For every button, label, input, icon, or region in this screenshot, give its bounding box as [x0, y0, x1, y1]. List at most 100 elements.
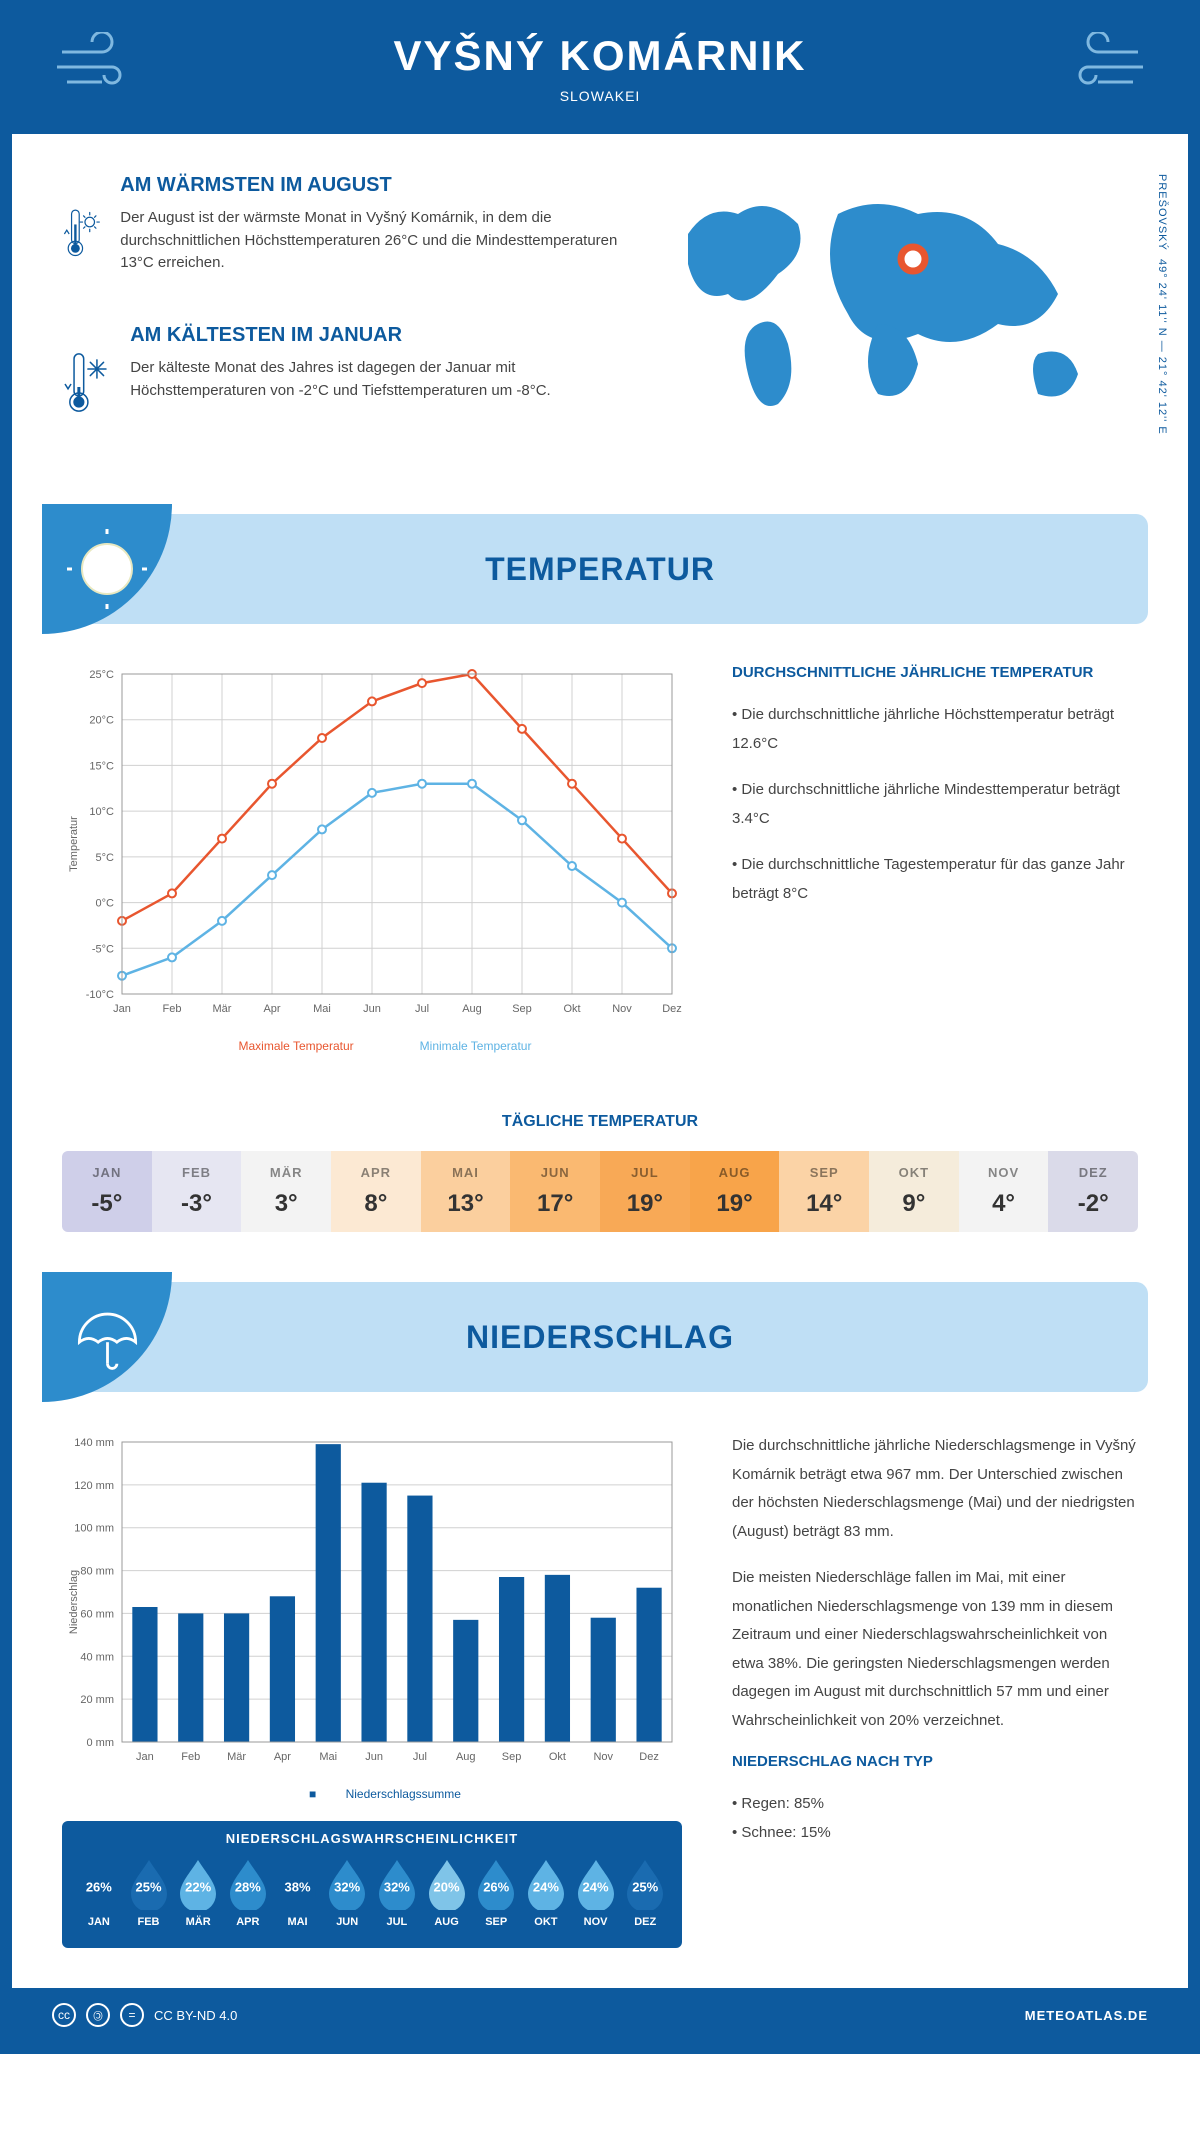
svg-text:Apr: Apr — [263, 1003, 280, 1015]
svg-text:Feb: Feb — [181, 1751, 200, 1763]
svg-text:0°C: 0°C — [96, 898, 115, 910]
svg-text:Jun: Jun — [363, 1003, 381, 1015]
svg-text:Jan: Jan — [136, 1751, 154, 1763]
probability-drop: 25%FEB — [127, 1858, 171, 1928]
svg-text:120 mm: 120 mm — [74, 1480, 114, 1492]
probability-drop: 20%AUG — [425, 1858, 469, 1928]
temp-cell: APR8° — [331, 1151, 421, 1232]
svg-text:Sep: Sep — [512, 1003, 532, 1015]
svg-text:20°C: 20°C — [89, 715, 114, 727]
svg-text:20 mm: 20 mm — [80, 1694, 114, 1706]
temperature-heading: TEMPERATUR — [485, 551, 715, 588]
svg-text:Dez: Dez — [639, 1751, 659, 1763]
precipitation-heading: NIEDERSCHLAG — [466, 1319, 734, 1356]
world-map: PREŠOVSKÝ 49° 24' 11'' N — 21° 42' 12'' … — [658, 174, 1138, 474]
svg-text:Okt: Okt — [563, 1003, 580, 1015]
svg-text:Mär: Mär — [213, 1003, 232, 1015]
svg-text:Jul: Jul — [415, 1003, 429, 1015]
temp-cell: OKT9° — [869, 1151, 959, 1232]
nd-icon: = — [120, 2003, 144, 2027]
coldest-text: Der kälteste Monat des Jahres ist dagege… — [130, 357, 618, 402]
temp-cell: MÄR3° — [241, 1151, 331, 1232]
temp-cell: JAN-5° — [62, 1151, 152, 1232]
temp-cell: SEP14° — [779, 1151, 869, 1232]
probability-drop: 28%APR — [226, 1858, 270, 1928]
cc-icon: cc — [52, 2003, 76, 2027]
page-footer: cc 🄯 = CC BY-ND 4.0 METEOATLAS.DE — [12, 1988, 1188, 2042]
svg-text:Feb: Feb — [163, 1003, 182, 1015]
svg-text:40 mm: 40 mm — [80, 1651, 114, 1663]
warmest-title: AM WÄRMSTEN IM AUGUST — [120, 174, 618, 197]
temperature-description: DURCHSCHNITTLICHE JÄHRLICHE TEMPERATUR •… — [732, 664, 1138, 1053]
probability-drop: 32%JUL — [375, 1858, 419, 1928]
probability-drop: 26%JAN — [77, 1858, 121, 1928]
temp-cell: DEZ-2° — [1048, 1151, 1138, 1232]
svg-text:0 mm: 0 mm — [87, 1737, 115, 1749]
coldest-block: AM KÄLTESTEN IM JANUAR Der kälteste Mona… — [62, 324, 618, 444]
temperature-banner: TEMPERATUR — [52, 514, 1148, 624]
location-title: VYŠNÝ KOMÁRNIK — [12, 32, 1188, 80]
daily-temp-table: JAN-5°FEB-3°MÄR3°APR8°MAI13°JUN17°JUL19°… — [62, 1151, 1138, 1232]
probability-drop: 24%OKT — [524, 1858, 568, 1928]
temp-legend: Maximale Temperatur Minimale Temperatur — [62, 1039, 682, 1053]
precipitation-bar-chart: 0 mm20 mm40 mm60 mm80 mm100 mm120 mm140 … — [62, 1432, 682, 1801]
by-icon: 🄯 — [86, 2003, 110, 2027]
temp-cell: NOV4° — [959, 1151, 1049, 1232]
svg-text:Dez: Dez — [662, 1003, 682, 1015]
thermometer-cold-icon — [62, 324, 110, 444]
svg-text:-10°C: -10°C — [86, 989, 114, 1001]
probability-drop: 38%MAI — [276, 1858, 320, 1928]
wind-icon — [1048, 32, 1148, 102]
temp-cell: MAI13° — [421, 1151, 511, 1232]
umbrella-icon — [42, 1272, 172, 1402]
svg-text:Jul: Jul — [413, 1751, 427, 1763]
svg-text:25°C: 25°C — [89, 669, 114, 681]
svg-text:60 mm: 60 mm — [80, 1608, 114, 1620]
svg-text:15°C: 15°C — [89, 760, 114, 772]
svg-text:Niederschlag: Niederschlag — [68, 1570, 80, 1634]
svg-text:Mai: Mai — [319, 1751, 337, 1763]
warmest-block: AM WÄRMSTEN IM AUGUST Der August ist der… — [62, 174, 618, 294]
svg-text:140 mm: 140 mm — [74, 1437, 114, 1449]
precipitation-banner: NIEDERSCHLAG — [52, 1282, 1148, 1392]
temp-cell: JUN17° — [510, 1151, 600, 1232]
svg-text:5°C: 5°C — [96, 852, 115, 864]
svg-text:Sep: Sep — [502, 1751, 522, 1763]
svg-text:Apr: Apr — [274, 1751, 291, 1763]
location-country: SLOWAKEI — [12, 88, 1188, 104]
svg-text:Jun: Jun — [365, 1751, 383, 1763]
page-header: VYŠNÝ KOMÁRNIK SLOWAKEI — [12, 12, 1188, 134]
temp-cell: FEB-3° — [152, 1151, 242, 1232]
probability-drop: 26%SEP — [474, 1858, 518, 1928]
svg-text:Mär: Mär — [227, 1751, 246, 1763]
svg-text:-5°C: -5°C — [92, 943, 114, 955]
warmest-text: Der August ist der wärmste Monat in Vyšn… — [120, 207, 618, 275]
precipitation-probability: NIEDERSCHLAGSWAHRSCHEINLICHKEIT 26%JAN25… — [62, 1821, 682, 1948]
license: cc 🄯 = CC BY-ND 4.0 — [52, 2003, 237, 2027]
svg-text:Nov: Nov — [593, 1751, 613, 1763]
probability-drop: 25%DEZ — [623, 1858, 667, 1928]
probability-drop: 32%JUN — [325, 1858, 369, 1928]
site-name: METEOATLAS.DE — [1025, 2008, 1148, 2023]
svg-text:10°C: 10°C — [89, 806, 114, 818]
svg-text:Jan: Jan — [113, 1003, 131, 1015]
precipitation-description: Die durchschnittliche jährliche Niedersc… — [732, 1432, 1138, 1948]
svg-text:100 mm: 100 mm — [74, 1523, 114, 1535]
svg-text:Aug: Aug — [462, 1003, 482, 1015]
svg-text:Okt: Okt — [549, 1751, 566, 1763]
precip-legend: ■ Niederschlagssumme — [62, 1787, 682, 1801]
probability-drop: 22%MÄR — [176, 1858, 220, 1928]
probability-drop: 24%NOV — [574, 1858, 618, 1928]
wind-icon — [52, 32, 152, 102]
temp-cell: AUG19° — [690, 1151, 780, 1232]
coldest-title: AM KÄLTESTEN IM JANUAR — [130, 324, 618, 347]
temperature-line-chart: -10°C -5°C 0°C 5°C 10°C 15°C 20°C 25°C Jan Feb Mär… — [62, 664, 682, 1053]
temp-cell: JUL19° — [600, 1151, 690, 1232]
coordinates: PREŠOVSKÝ 49° 24' 11'' N — 21° 42' 12'' … — [1156, 174, 1168, 435]
svg-text:Aug: Aug — [456, 1751, 476, 1763]
daily-temp-heading: TÄGLICHE TEMPERATUR — [12, 1113, 1188, 1131]
svg-text:Temperatur: Temperatur — [68, 816, 80, 872]
svg-text:Mai: Mai — [313, 1003, 331, 1015]
thermometer-hot-icon — [62, 174, 100, 294]
sun-icon — [42, 504, 172, 634]
